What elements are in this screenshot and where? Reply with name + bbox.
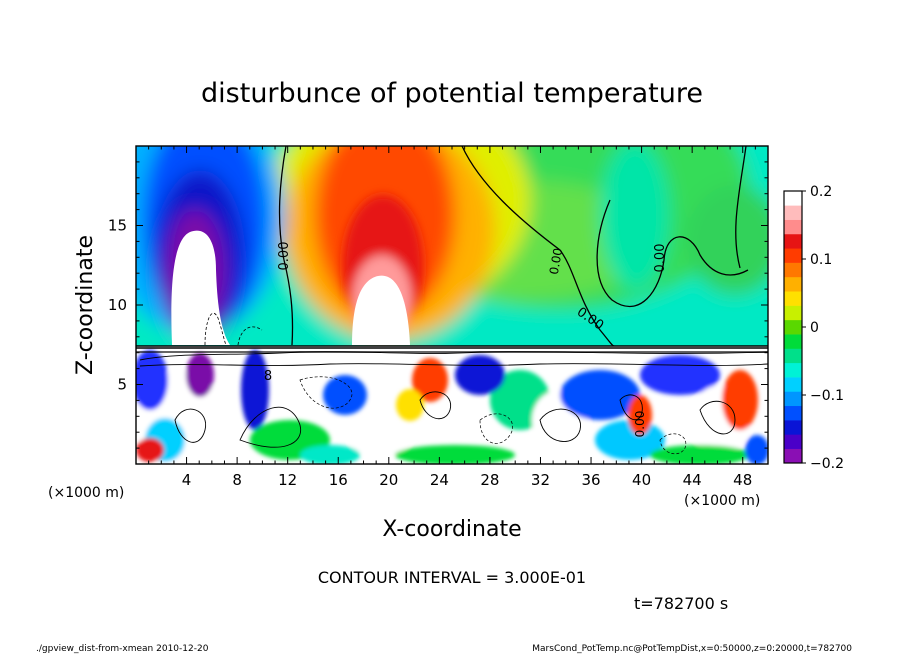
x-tick-label: 8 <box>232 471 242 489</box>
colorbar-tick-label: −0.1 <box>810 388 844 404</box>
colorbar-swatch <box>784 420 802 435</box>
colorbar-swatch <box>784 205 802 220</box>
colorbar-tick-label: −0.2 <box>810 456 844 472</box>
colorbar-swatch <box>784 319 802 335</box>
colorbar-swatch <box>784 377 802 392</box>
colorbar-swatch <box>784 348 802 364</box>
colorbar-swatch <box>784 434 802 449</box>
colorbar-swatch <box>784 405 802 421</box>
y-tick-label: 5 <box>117 376 127 394</box>
colorbar-swatch <box>784 248 802 263</box>
contour-label: 0.00 <box>547 247 565 276</box>
y-axis-label: Z-coordinate <box>73 235 98 375</box>
lower-layer <box>136 346 768 464</box>
x-axis-label: X-coordinate <box>382 517 521 542</box>
x-unit-label-right: (×1000 m) <box>684 493 760 509</box>
y-tick-label: 10 <box>108 296 127 314</box>
colorbar-tick-label: 0 <box>810 320 819 336</box>
x-tick-label: 48 <box>733 471 752 489</box>
x-unit-label-left: (×1000 m) <box>48 485 124 501</box>
colorbar-swatch <box>784 448 802 464</box>
y-axis: 5 10 15 <box>108 161 768 449</box>
x-tick-label: 4 <box>182 471 192 489</box>
contour-interval-text: CONTOUR INTERVAL = 3.000E-01 <box>318 568 586 587</box>
x-axis: 4 8 12 16 20 24 28 32 36 40 44 48 <box>148 146 756 489</box>
heatmap-field <box>136 146 768 464</box>
colorbar-swatch <box>784 291 802 306</box>
x-tick-label: 12 <box>278 471 297 489</box>
contour-label: 0.00 <box>277 242 292 271</box>
colorbar-swatch <box>784 276 802 292</box>
colorbar-tick-label: 0.1 <box>810 252 832 268</box>
time-text: t=782700 s <box>634 594 728 613</box>
colorbar-axis: 0.2 0.1 0 −0.1 −0.2 <box>802 184 844 472</box>
colorbar-tick-label: 0.2 <box>810 184 832 200</box>
colorbar-swatch <box>784 305 802 321</box>
colorbar <box>784 191 802 464</box>
x-tick-label: 32 <box>531 471 550 489</box>
colorbar-swatch <box>784 362 802 378</box>
contour-label: 0.00 <box>633 411 647 438</box>
upper-layer <box>136 146 768 348</box>
contour-label: 8 <box>264 369 272 384</box>
colorbar-swatch <box>784 334 802 349</box>
x-tick-label: 16 <box>329 471 348 489</box>
x-tick-label: 40 <box>632 471 651 489</box>
y-tick-label: 15 <box>108 217 127 235</box>
chart-title: disturbunce of potential temperature <box>201 78 703 109</box>
colorbar-swatch <box>784 391 802 407</box>
colorbar-swatch <box>784 191 802 206</box>
x-tick-label: 28 <box>480 471 499 489</box>
colorbar-swatch <box>784 233 802 249</box>
x-tick-label: 20 <box>379 471 398 489</box>
contour-label: 0.00 <box>653 244 668 273</box>
x-tick-label: 24 <box>430 471 449 489</box>
colorbar-swatch <box>784 262 802 278</box>
footer-left: ./gpview_dist-from-xmean 2010-12-20 <box>36 644 209 654</box>
x-tick-label: 44 <box>683 471 702 489</box>
footer-right: MarsCond_PotTemp.nc@PotTempDist,x=0:5000… <box>532 644 852 654</box>
x-tick-label: 36 <box>581 471 600 489</box>
colorbar-swatch <box>784 219 802 235</box>
